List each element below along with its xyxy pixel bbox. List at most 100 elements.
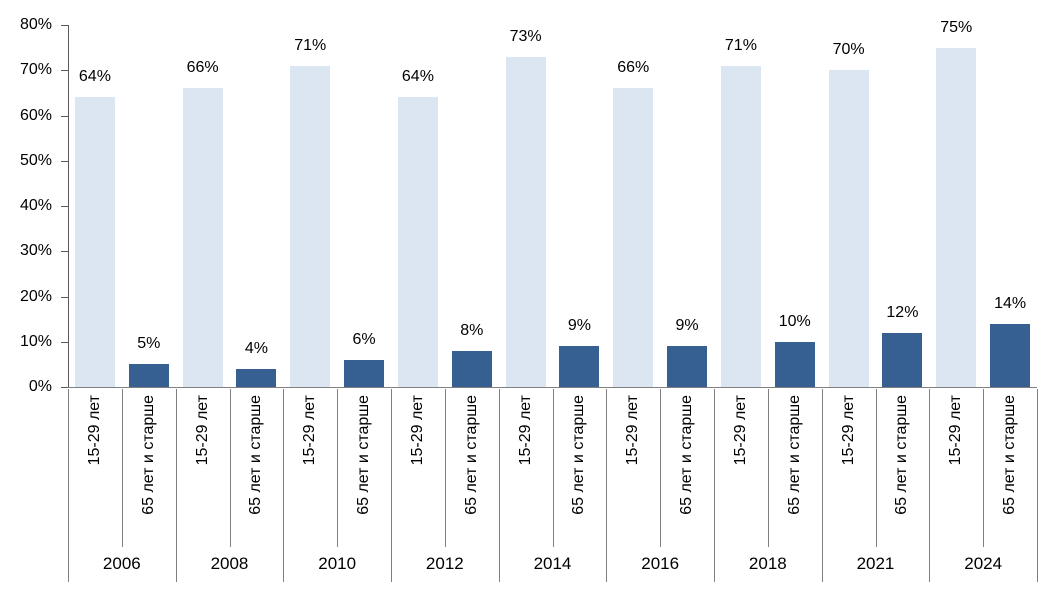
y-tick-label: 10% xyxy=(19,332,52,350)
bar-age-15-29 xyxy=(397,97,438,387)
x-category-label: 15-29 лет xyxy=(731,395,749,466)
bar-value-label: 64% xyxy=(78,68,111,86)
x-category-label: 15-29 лет xyxy=(408,395,426,466)
x-category-cell: 15-29 лет xyxy=(499,395,553,545)
bar-age-15-29 xyxy=(182,88,223,387)
y-tick-mark xyxy=(61,387,68,388)
bar-age-65-plus xyxy=(559,346,600,387)
mid-group-separator-line xyxy=(444,389,446,547)
mid-group-separator-line xyxy=(229,389,231,547)
x-category-cell: 15-29 лет xyxy=(391,395,445,545)
mid-group-separator-line xyxy=(552,389,554,547)
y-tick-label: 40% xyxy=(19,197,52,214)
bar-value-label: 75% xyxy=(940,18,973,36)
bar-age-15-29 xyxy=(505,56,546,387)
bar-value-label: 71% xyxy=(724,36,757,54)
group-boundary-line xyxy=(283,389,285,582)
bar-value-label: 73% xyxy=(509,27,542,45)
x-category-label: 15-29 лет xyxy=(193,395,211,466)
x-category-label: 65 лет и старше xyxy=(355,395,373,515)
bar-age-15-29 xyxy=(720,65,761,387)
year-label: 2016 xyxy=(641,554,680,573)
x-category-cell: 15-29 лет xyxy=(606,395,660,545)
x-category-cell: 65 лет и старше xyxy=(337,395,391,545)
y-tick-mark xyxy=(61,296,68,298)
y-tick-mark xyxy=(61,341,68,343)
x-axis-line xyxy=(68,387,1037,388)
group-boundary-line xyxy=(1037,389,1038,582)
mid-group-separator-line xyxy=(660,389,662,547)
x-category-cell: 15-29 лет xyxy=(283,395,337,545)
bar-value-label: 66% xyxy=(186,59,219,77)
x-category-label: 65 лет и старше xyxy=(462,395,480,515)
y-tick-mark xyxy=(61,251,68,253)
x-category-cell: 65 лет и старше xyxy=(768,395,822,545)
x-category-label: 65 лет и старше xyxy=(1001,395,1019,515)
x-category-label: 15-29 лет xyxy=(839,395,857,466)
x-category-cell: 65 лет и старше xyxy=(230,395,284,545)
bar-age-15-29 xyxy=(613,88,654,387)
x-category-cell: 15-29 лет xyxy=(822,395,876,545)
y-tick-label: 20% xyxy=(19,287,52,305)
y-tick-label: 0% xyxy=(28,378,52,395)
bar-age-65-plus xyxy=(774,341,815,387)
y-tick-label: 70% xyxy=(19,61,52,79)
bar-value-label: 8% xyxy=(460,321,484,339)
group-boundary-line xyxy=(391,389,392,582)
x-category-label: 65 лет и старше xyxy=(893,395,911,515)
year-label: 2014 xyxy=(533,554,572,573)
mid-group-separator-line xyxy=(983,389,985,547)
group-boundary-line xyxy=(175,389,177,582)
year-label: 2006 xyxy=(102,554,141,573)
mid-group-separator-line xyxy=(121,389,123,547)
mid-group-separator-line xyxy=(767,389,769,547)
year-label: 2008 xyxy=(210,554,249,573)
y-tick-label: 60% xyxy=(19,106,52,124)
mid-group-separator-line xyxy=(337,389,339,547)
bar-value-label: 6% xyxy=(352,330,376,348)
bar-value-label: 14% xyxy=(994,294,1027,312)
bar-value-label: 9% xyxy=(675,317,699,335)
bar-age-15-29 xyxy=(74,97,115,387)
bar-value-label: 71% xyxy=(294,36,327,54)
y-tick-mark xyxy=(61,25,68,26)
y-tick-label: 30% xyxy=(19,242,52,260)
mid-group-separator-line xyxy=(875,389,877,547)
bar-age-15-29 xyxy=(936,47,977,387)
group-boundary-line xyxy=(821,389,823,582)
x-category-label: 15-29 лет xyxy=(624,395,642,466)
x-category-cell: 65 лет и старше xyxy=(445,395,499,545)
bar-age-65-plus xyxy=(882,332,923,387)
y-tick-label: 50% xyxy=(19,151,52,169)
x-category-cell: 65 лет и старше xyxy=(553,395,607,545)
bar-age-15-29 xyxy=(290,65,331,387)
x-category-cell: 15-29 лет xyxy=(68,395,122,545)
x-category-label: 65 лет и старше xyxy=(785,395,803,515)
y-tick-label: 80% xyxy=(19,16,52,33)
bar-value-label: 12% xyxy=(886,303,919,321)
x-category-label: 65 лет и старше xyxy=(678,395,696,515)
bar-age-65-plus xyxy=(451,350,492,387)
bar-value-label: 9% xyxy=(567,317,591,335)
group-boundary-line xyxy=(498,389,500,582)
year-label: 2018 xyxy=(748,554,787,573)
bar-value-label: 4% xyxy=(244,339,268,357)
y-tick-mark xyxy=(61,160,68,162)
x-category-label: 65 лет и старше xyxy=(570,395,588,515)
x-category-label: 65 лет и старше xyxy=(247,395,265,515)
bar-value-label: 70% xyxy=(832,41,865,59)
x-category-cell: 65 лет и старше xyxy=(660,395,714,545)
x-category-label: 15-29 лет xyxy=(947,395,965,466)
x-category-cell: 15-29 лет xyxy=(929,395,983,545)
bar-age-15-29 xyxy=(828,70,869,387)
bar-value-label: 5% xyxy=(137,335,161,353)
x-category-cell: 65 лет и старше xyxy=(122,395,176,545)
bar-age-65-plus xyxy=(990,323,1031,387)
group-boundary-line xyxy=(68,389,69,582)
bar-age-65-plus xyxy=(344,359,385,387)
bar-age-65-plus xyxy=(128,364,169,387)
year-label: 2010 xyxy=(318,554,357,573)
year-label: 2012 xyxy=(425,554,464,573)
y-tick-mark xyxy=(61,115,68,117)
